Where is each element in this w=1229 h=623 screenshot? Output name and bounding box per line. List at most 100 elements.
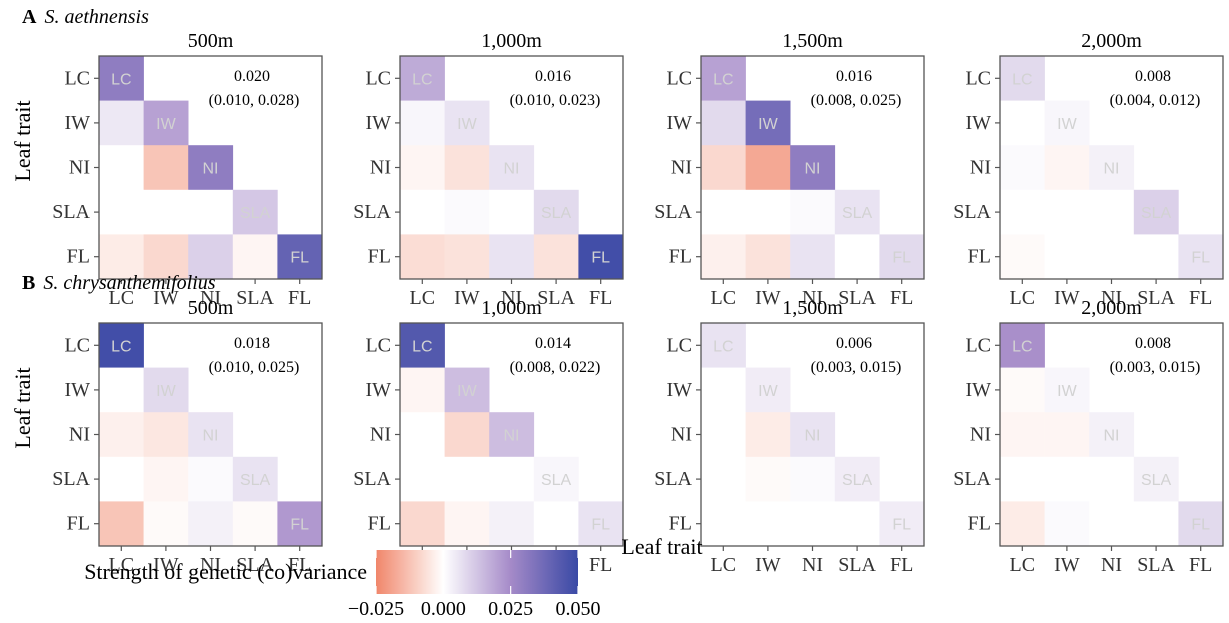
diagonal-label: SLA bbox=[240, 472, 271, 489]
y-tick-label: SLA bbox=[353, 468, 391, 490]
estimate-label: 0.016 bbox=[535, 68, 571, 85]
heatmap-cell bbox=[745, 189, 791, 235]
heatmap-cell bbox=[489, 501, 535, 547]
heatmap-cell bbox=[1044, 456, 1090, 502]
y-tick-label: SLA bbox=[953, 468, 991, 490]
diagonal-label: NI bbox=[1104, 428, 1120, 445]
heatmap-cell bbox=[400, 412, 445, 458]
y-tick-label: NI bbox=[69, 157, 90, 179]
heatmap-cell bbox=[1000, 189, 1045, 235]
heatmap-cell bbox=[1000, 100, 1045, 146]
colorbar-tick-label: 0.000 bbox=[421, 598, 466, 620]
y-tick-label: FL bbox=[968, 246, 991, 268]
heatmap-cell bbox=[745, 145, 791, 191]
y-tick-label: FL bbox=[669, 246, 692, 268]
y-tick-label: NI bbox=[370, 424, 391, 446]
y-tick-label: SLA bbox=[654, 201, 692, 223]
diagonal-label: LC bbox=[111, 71, 131, 88]
y-tick-label: NI bbox=[671, 424, 692, 446]
diagonal-label: IW bbox=[1057, 383, 1077, 400]
diagonal-label: NI bbox=[504, 428, 520, 445]
heatmap-cell bbox=[277, 234, 323, 280]
diagonal-label: FL bbox=[892, 517, 911, 534]
heatmap-cell bbox=[232, 189, 278, 235]
x-tick-label: FL bbox=[1189, 554, 1212, 576]
diagonal-label: IW bbox=[1057, 116, 1077, 133]
heatmap-cell bbox=[143, 100, 189, 146]
heatmap-cell bbox=[701, 412, 746, 458]
x-tick-label: NI bbox=[1101, 554, 1122, 576]
heatmap-cell bbox=[1044, 100, 1090, 146]
heatmap-cell bbox=[188, 456, 234, 502]
diagonal-label: NI bbox=[805, 161, 821, 178]
heatmap-cell bbox=[400, 234, 445, 280]
heatmap-cell bbox=[578, 234, 624, 280]
diagonal-label: SLA bbox=[541, 205, 572, 222]
heatmap-cell bbox=[143, 456, 189, 502]
y-tick-label: FL bbox=[968, 513, 991, 535]
heatmap-cell bbox=[444, 501, 490, 547]
heatmap-cell bbox=[444, 189, 490, 235]
x-tick-label: SLA bbox=[838, 287, 876, 309]
heatmap-cell bbox=[232, 234, 278, 280]
x-tick-label: LC bbox=[711, 287, 737, 309]
heatmap-cell bbox=[99, 501, 144, 547]
panel-title: 500m bbox=[188, 30, 234, 52]
diagonal-label: LC bbox=[412, 338, 432, 355]
heatmap-cell bbox=[834, 501, 880, 547]
heatmap-cell bbox=[1089, 145, 1135, 191]
heatmap-cell bbox=[533, 189, 579, 235]
panel-title: 2,000m bbox=[1081, 297, 1142, 319]
heatmap-cell bbox=[790, 456, 836, 502]
heatmap-cell bbox=[444, 145, 490, 191]
diagonal-label: IW bbox=[156, 116, 176, 133]
heatmap-cell bbox=[1044, 412, 1090, 458]
row-header: B S. chrysanthemifolius bbox=[22, 272, 216, 294]
panel-title: 1,500m bbox=[782, 297, 843, 319]
y-tick-label: FL bbox=[368, 513, 391, 535]
x-tick-label: FL bbox=[589, 287, 612, 309]
x-tick-label: IW bbox=[755, 554, 781, 576]
y-tick-label: SLA bbox=[52, 201, 90, 223]
x-tick-label: IW bbox=[1054, 287, 1080, 309]
heatmap-cell bbox=[790, 145, 836, 191]
heatmap-cell bbox=[99, 100, 144, 146]
y-tick-label: SLA bbox=[953, 201, 991, 223]
heatmap-cell bbox=[99, 323, 144, 368]
heatmap-cell bbox=[1000, 501, 1045, 547]
diagonal-label: LC bbox=[1012, 71, 1032, 88]
colorbar-gradient bbox=[376, 550, 578, 594]
heatmap-cell bbox=[701, 145, 746, 191]
diagonal-label: IW bbox=[758, 116, 778, 133]
heatmap-cell bbox=[1178, 501, 1224, 547]
heatmap-panel: 2,000m LC IW NI SLA FL 0.008 (0.004, 0.012) LC IW… bbox=[953, 30, 1224, 309]
y-tick-label: FL bbox=[67, 513, 90, 535]
heatmap-panel: 500m LC IW NI SLA FL 0.020 (0.010, 0.028) LC IW NI… bbox=[52, 30, 323, 309]
x-tick-label: NI bbox=[1101, 287, 1122, 309]
heatmap-cell bbox=[400, 145, 445, 191]
y-tick-label: LC bbox=[365, 334, 391, 356]
y-tick-label: NI bbox=[970, 157, 991, 179]
diagonal-label: LC bbox=[111, 338, 131, 355]
y-tick-label: NI bbox=[671, 157, 692, 179]
heatmap-cell bbox=[489, 412, 535, 458]
heatmap-panel: 1,500m LC IW NI SLA FL 0.016 (0.008, 0.025) LC IW… bbox=[654, 30, 925, 309]
heatmap-cell bbox=[489, 189, 535, 235]
x-tick-label: IW bbox=[1054, 554, 1080, 576]
heatmap-cell bbox=[1000, 412, 1045, 458]
diagonal-label: NI bbox=[504, 161, 520, 178]
diagonal-label: LC bbox=[713, 71, 733, 88]
heatmap-cell bbox=[1089, 189, 1135, 235]
x-tick-label: SLA bbox=[236, 287, 274, 309]
heatmap-cell bbox=[745, 501, 791, 547]
x-tick-label: NI bbox=[802, 287, 823, 309]
heatmap-cell bbox=[143, 367, 189, 413]
x-tick-label: LC bbox=[410, 287, 436, 309]
diagonal-label: IW bbox=[156, 383, 176, 400]
heatmap-cell bbox=[701, 56, 746, 101]
x-tick-label: SLA bbox=[537, 287, 575, 309]
heatmap-cell bbox=[1089, 501, 1135, 547]
diagonal-label: FL bbox=[290, 517, 309, 534]
ci-label: (0.010, 0.023) bbox=[510, 92, 601, 109]
x-tick-label: LC bbox=[1010, 554, 1036, 576]
